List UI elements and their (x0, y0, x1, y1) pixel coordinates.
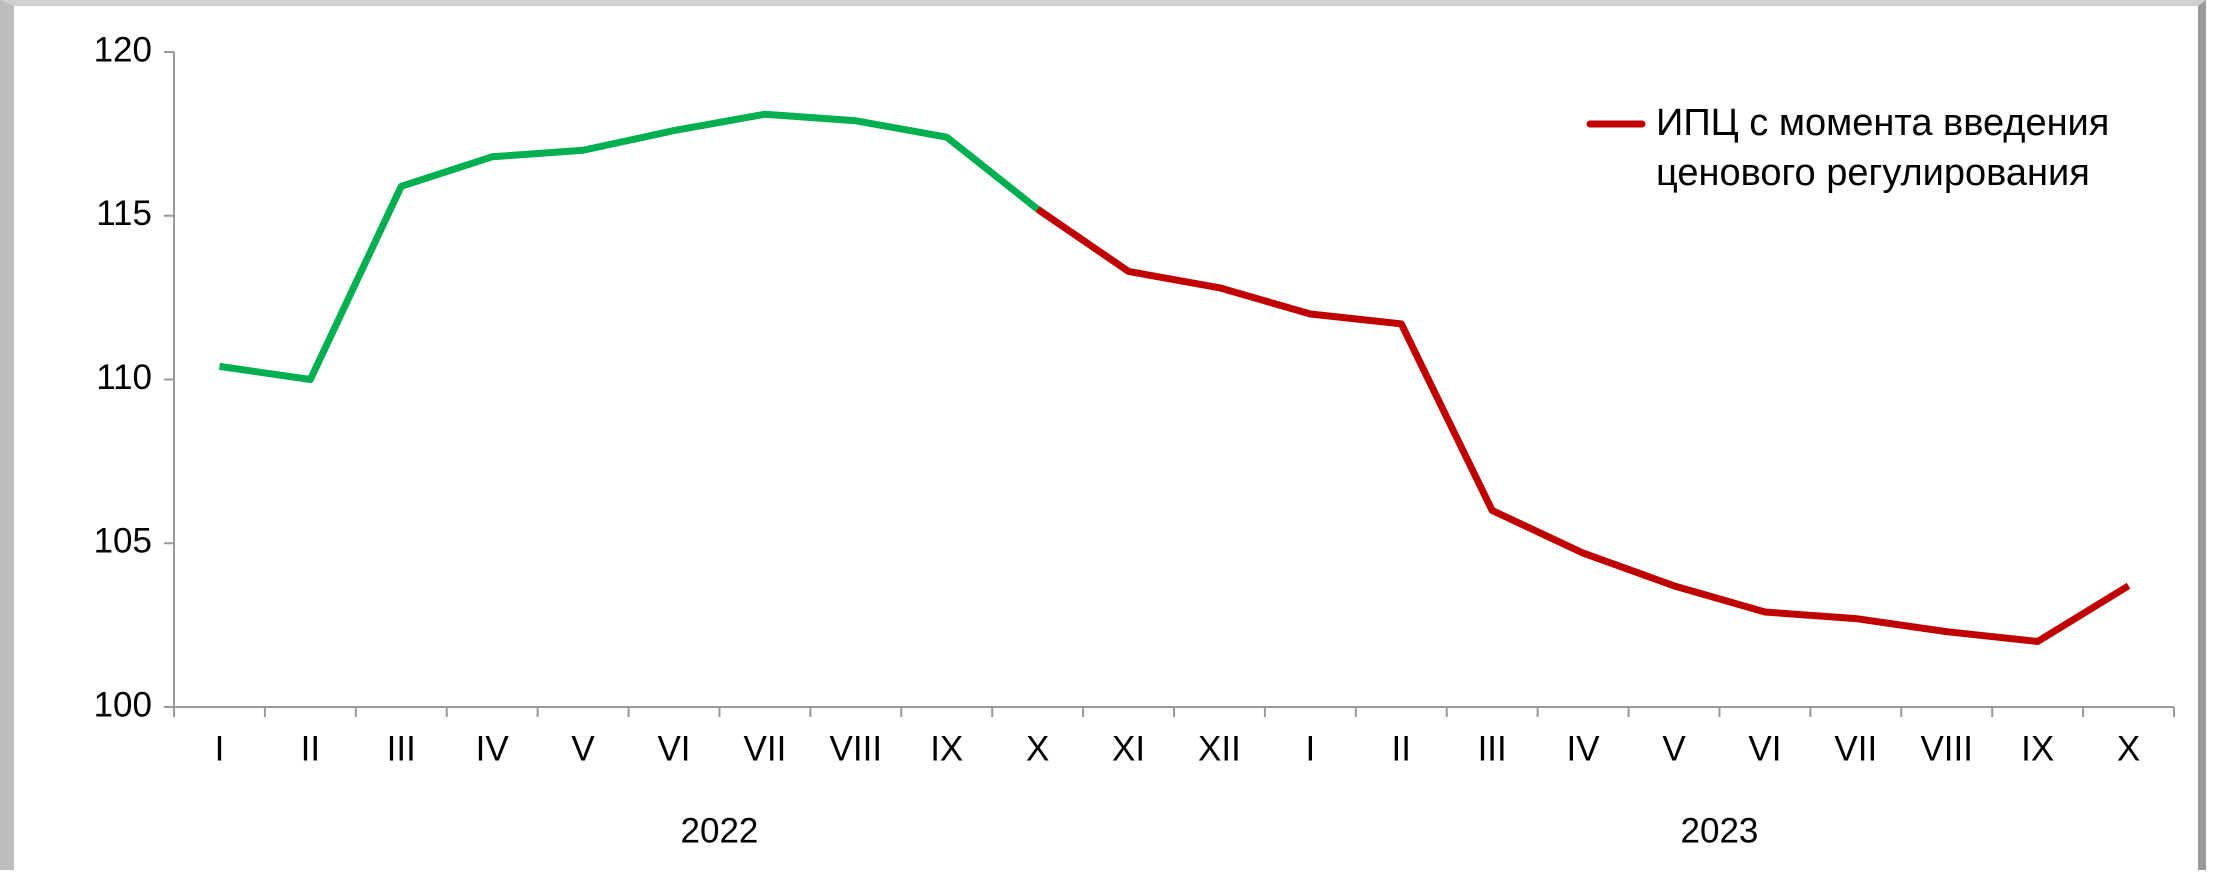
x-tick-label: XI (1112, 729, 1145, 768)
x-tick-label: X (1026, 729, 1049, 768)
line-series (218, 110, 1040, 383)
x-tick-label: IV (1567, 729, 1601, 768)
x-tick-label: VI (1748, 729, 1781, 768)
x-tick-label: V (1662, 729, 1686, 768)
year-label: 2023 (1681, 811, 1759, 850)
y-tick-label: 115 (96, 194, 152, 233)
y-tick-label: 105 (94, 522, 152, 561)
x-tick-label: II (1392, 729, 1411, 768)
x-tick-label: IX (930, 729, 963, 768)
line-series (1035, 206, 2131, 645)
y-tick-label: 120 (94, 30, 152, 69)
y-tick-label: 110 (96, 358, 152, 397)
x-tick-label: VII (744, 729, 787, 768)
y-tick-label: 100 (94, 685, 152, 724)
x-tick-label: III (1478, 729, 1507, 768)
x-tick-label: X (2117, 729, 2140, 768)
x-tick-label: VIII (830, 729, 883, 768)
year-label: 2022 (681, 811, 759, 850)
x-tick-label: I (215, 729, 225, 768)
x-tick-label: VIII (1920, 729, 1973, 768)
x-tick-label: XII (1198, 729, 1241, 768)
x-tick-label: IX (2021, 729, 2054, 768)
x-tick-label: V (571, 729, 595, 768)
x-tick-label: IV (476, 729, 510, 768)
legend-label: ИПЦ с момента введения ценового регулиро… (1656, 102, 2110, 194)
x-tick-label: II (301, 729, 320, 768)
x-tick-label: VI (657, 729, 690, 768)
x-tick-label: VII (1834, 729, 1877, 768)
x-tick-label: III (387, 729, 416, 768)
x-tick-label: I (1305, 729, 1315, 768)
